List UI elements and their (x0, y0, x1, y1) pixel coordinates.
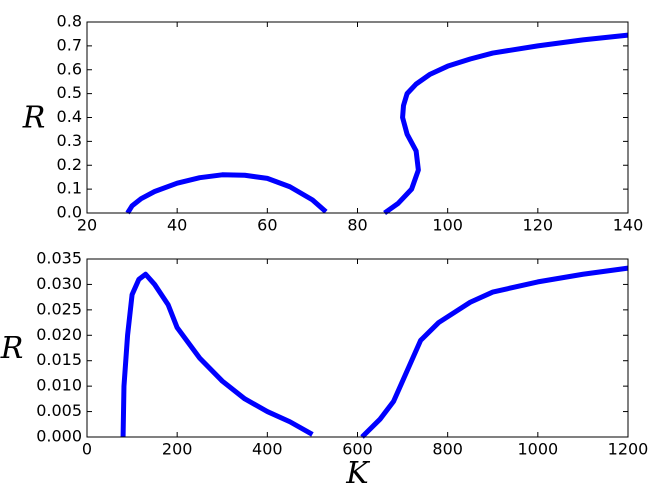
y-tick-label: 0.005 (36, 401, 82, 420)
data-line (125, 32, 629, 216)
x-tick-label: 400 (252, 440, 283, 459)
y-tick-label: 0.7 (57, 35, 82, 54)
y-tick-label: 0.8 (57, 12, 82, 31)
y-tick-label: 0.030 (36, 274, 82, 293)
x-tick-label: 20 (77, 216, 97, 235)
x-tick-label: 200 (162, 440, 193, 459)
y-tick-label: 0.035 (36, 249, 82, 268)
x-tick-label: 800 (432, 440, 463, 459)
data-line (120, 265, 629, 439)
y-tick-label: 0.025 (36, 299, 82, 318)
x-axis-label: K (345, 456, 370, 491)
y-tick-label: 0.0 (57, 203, 82, 222)
y-tick-label: 0.1 (57, 179, 82, 198)
y-tick-label: 0.6 (57, 59, 82, 78)
y-tick-label: 0.020 (36, 325, 82, 344)
plot-frame (86, 258, 629, 438)
x-tick-label: 600 (342, 440, 373, 459)
x-tick-label: 40 (167, 216, 187, 235)
y-axis-label: R (0, 331, 23, 366)
x-tick-label: 60 (257, 216, 277, 235)
x-tick-label: 120 (523, 216, 554, 235)
y-axis-label: R (22, 101, 46, 136)
x-tick-label: 140 (613, 216, 644, 235)
y-tick-label: 0.015 (36, 350, 82, 369)
y-tick-label: 0.010 (36, 376, 82, 395)
y-tick-label: 0.3 (57, 131, 82, 150)
x-tick-label: 100 (432, 216, 463, 235)
x-tick-label: 80 (347, 216, 367, 235)
x-tick-label: 1000 (517, 440, 558, 459)
y-tick-label: 0.000 (36, 427, 82, 446)
x-tick-label: 0 (82, 440, 92, 459)
y-tick-label: 0.2 (57, 155, 82, 174)
y-tick-label: 0.4 (57, 107, 82, 126)
x-tick-label: 1200 (608, 440, 649, 459)
y-tick-label: 0.5 (57, 83, 82, 102)
